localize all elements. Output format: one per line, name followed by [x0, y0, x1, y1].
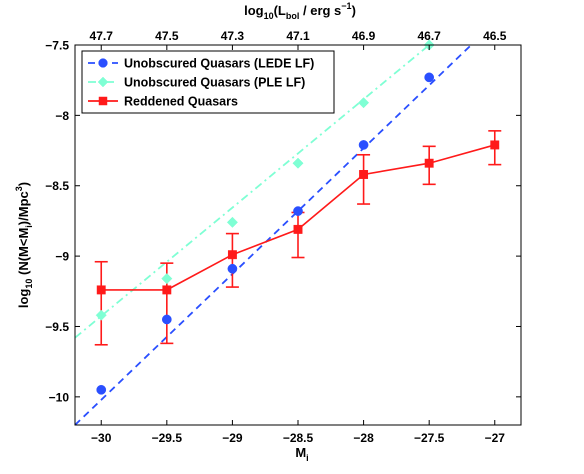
series-0-point [293, 206, 303, 216]
series-2-error-bar [357, 153, 371, 205]
legend-box [81, 50, 335, 114]
series-2-point [96, 285, 106, 295]
series-2-point [162, 285, 172, 295]
legend-label: Unobscured Quasars (PLE LF) [124, 76, 305, 90]
top-x-tick-label: 47.1 [286, 29, 310, 43]
data-markers [95, 39, 500, 395]
series-2-point [424, 158, 434, 168]
axes: −30 −29.5 −29 −28.5 −28 −27.5 −27 47.7 47.5 47.3 4… [14, 1, 522, 463]
series-2-error-bar [225, 232, 239, 288]
legend-marker [98, 96, 108, 106]
top-x-tick-label: 46.9 [352, 29, 376, 43]
top-x-tick-label: 47.5 [155, 29, 179, 43]
y-tick-label: −8 [55, 109, 69, 123]
series-2-point [227, 250, 237, 260]
legend-marker [98, 58, 108, 68]
series-2-point [490, 140, 500, 150]
series-0-fit-line [75, 45, 472, 425]
legend-label: Unobscured Quasars (LEDE LF) [124, 57, 314, 71]
x-tick-label: −29 [222, 431, 243, 445]
top-x-tick-label: 47.7 [90, 29, 114, 43]
fit-lines [75, 45, 472, 425]
series-1-point [358, 97, 370, 109]
series-1-point [226, 216, 238, 228]
series-0-point [161, 314, 172, 325]
top-axis-title: log10(Lbol / erg s−1) [244, 1, 356, 21]
series-2-error-bar [94, 260, 108, 346]
top-x-tick-label: 46.5 [483, 29, 507, 43]
legend: Unobscured Quasars (LEDE LF) Unobscured Q… [81, 50, 335, 114]
y-tick-label: −10 [49, 390, 70, 404]
y-tick-label: −7.5 [45, 39, 69, 53]
y-tick-label: −9.5 [45, 320, 69, 334]
x-tick-label: −27.5 [414, 431, 445, 445]
series-0-point [96, 384, 107, 395]
y-tick-label: −8.5 [45, 179, 69, 193]
series-2-point [359, 170, 369, 179]
x-tick-label: −27 [485, 431, 506, 445]
x-tick-label: −28.5 [283, 431, 314, 445]
series-2-point [293, 224, 303, 234]
series-0-point [424, 72, 435, 83]
series-1-fit-line [75, 45, 430, 339]
series-0-point [358, 140, 369, 150]
series-1-point [95, 309, 107, 321]
x-axis-title: Mi [295, 445, 308, 463]
series-0-point [227, 263, 238, 274]
top-x-tick-label: 47.3 [221, 29, 245, 43]
legend-entry-0: Unobscured Quasars (LEDE LF) [88, 57, 314, 71]
x-tick-label: −29.5 [152, 431, 183, 445]
y-axis-title: log10 (N(M<Mi)/Mpc3) [14, 182, 34, 308]
legend-entry-2: Reddened Quasars [88, 95, 238, 109]
series-1-point [161, 273, 173, 285]
legend-label: Reddened Quasars [124, 95, 238, 109]
x-tick-label: −28 [353, 431, 374, 445]
y-tick-label: −9 [55, 250, 69, 264]
legend-marker [97, 76, 109, 88]
series-2-error-bar [291, 211, 305, 259]
legend-entry-1: Unobscured Quasars (PLE LF) [88, 76, 305, 90]
top-x-tick-label: 46.7 [417, 29, 441, 43]
x-tick-label: −30 [91, 431, 112, 445]
series-1-point [292, 157, 304, 169]
